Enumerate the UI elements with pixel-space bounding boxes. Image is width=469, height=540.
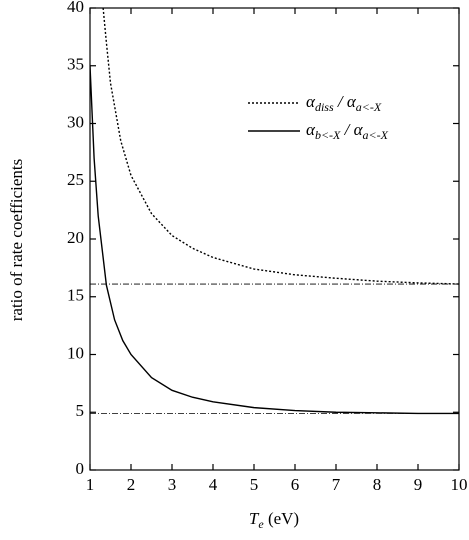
y-tick-label: 30 (67, 112, 84, 131)
y-tick-label: 5 (76, 401, 85, 420)
text-part: α (306, 120, 316, 139)
series-line (102, 8, 459, 285)
subscript: e (258, 517, 264, 531)
subscript: diss (315, 100, 334, 114)
y-tick-label: 35 (67, 55, 84, 74)
legend-label: αdiss / αa<-X (306, 92, 382, 114)
y-axis-label: ratio of rate coefficients (7, 159, 26, 322)
subscript: a<-X (363, 128, 389, 142)
subscript: b<-X (315, 128, 341, 142)
y-tick-label: 15 (67, 286, 84, 305)
y-tick-label: 25 (67, 170, 84, 189)
x-tick-label: 8 (373, 475, 382, 494)
y-tick-label: 20 (67, 228, 84, 247)
text-part: / α (334, 92, 357, 111)
subscript: a<-X (356, 100, 382, 114)
x-tick-label: 4 (209, 475, 218, 494)
x-tick-label: 5 (250, 475, 259, 494)
legend-label: αb<-X / αa<-X (306, 120, 389, 142)
y-tick-label: 10 (67, 343, 84, 362)
text-part: α (306, 92, 316, 111)
x-tick-label: 3 (168, 475, 177, 494)
series-line (90, 65, 459, 415)
text-part: (eV) (264, 509, 299, 528)
x-tick-label: 7 (332, 475, 341, 494)
x-tick-label: 9 (414, 475, 423, 494)
plot-frame (89, 7, 460, 471)
x-tick-label: 1 (86, 475, 95, 494)
y-tick-label: 40 (67, 0, 84, 16)
x-tick-label: 2 (127, 475, 136, 494)
x-axis-label: Te (eV) (249, 509, 299, 531)
text-part: / α (340, 120, 363, 139)
x-tick-label: 10 (451, 475, 468, 494)
text-part: T (249, 509, 260, 528)
x-tick-label: 6 (291, 475, 300, 494)
y-tick-label: 0 (76, 459, 85, 478)
